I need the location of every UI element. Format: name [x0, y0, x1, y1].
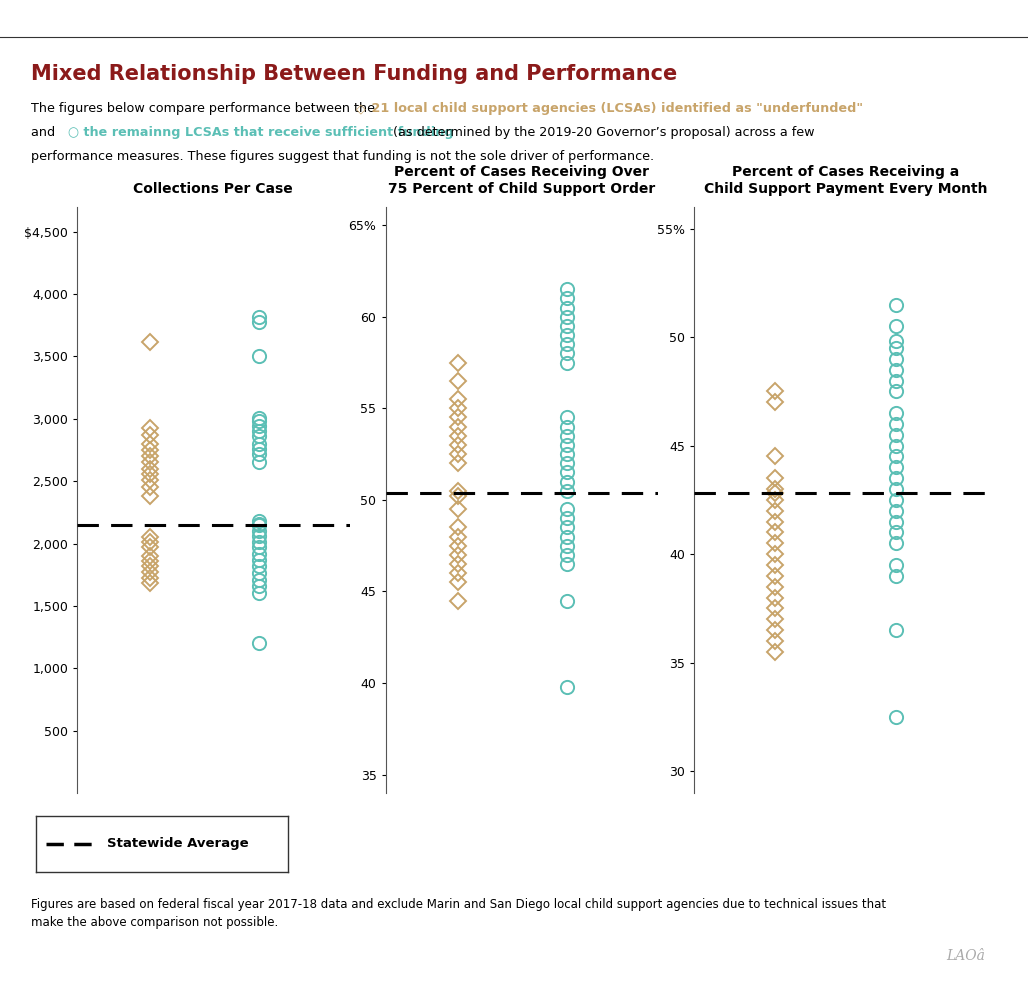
Text: LAOâ: LAOâ — [946, 950, 985, 963]
Title: Percent of Cases Receiving a
Child Support Payment Every Month: Percent of Cases Receiving a Child Suppo… — [704, 164, 987, 196]
Text: Statewide Average: Statewide Average — [107, 837, 248, 850]
Text: ◇: ◇ — [356, 102, 365, 115]
Text: (as determined by the 2019-20 Governor’s proposal) across a few: (as determined by the 2019-20 Governor’s… — [389, 126, 814, 139]
Text: ○: ○ — [68, 126, 79, 139]
Text: 21 local child support agencies (LCSAs) identified as "underfunded": 21 local child support agencies (LCSAs) … — [367, 102, 864, 115]
Text: make the above comparison not possible.: make the above comparison not possible. — [31, 916, 279, 929]
Text: performance measures. These figures suggest that funding is not the sole driver : performance measures. These figures sugg… — [31, 150, 654, 163]
Text: The figures below compare performance between the: The figures below compare performance be… — [31, 102, 375, 115]
Text: Figure 10: Figure 10 — [12, 13, 95, 29]
Text: Mixed Relationship Between Funding and Performance: Mixed Relationship Between Funding and P… — [31, 64, 677, 84]
Title: Percent of Cases Receiving Over
75 Percent of Child Support Order: Percent of Cases Receiving Over 75 Perce… — [389, 164, 655, 196]
Title: Collections Per Case: Collections Per Case — [134, 182, 293, 196]
Text: and: and — [31, 126, 59, 139]
Text: the remainng LCSAs that receive sufficient funding: the remainng LCSAs that receive sufficie… — [79, 126, 453, 139]
Text: Figures are based on federal fiscal year 2017-18 data and exclude Marin and San : Figures are based on federal fiscal year… — [31, 898, 886, 911]
